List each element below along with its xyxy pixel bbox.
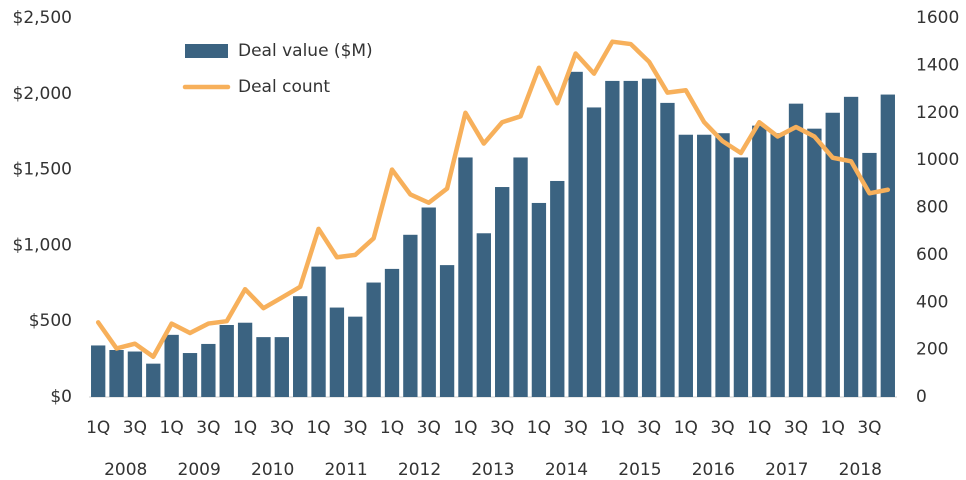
bar [715,133,730,397]
bar [201,343,216,397]
x-tick-label: 1Q [527,418,551,438]
y-tick-label: $2,500 [13,8,72,28]
y2-tick-label: 0 [916,387,927,407]
x-tick-label: 3Q [710,418,734,438]
x-tick-label: 1Q [233,418,257,438]
x-tick-label: 3Q [123,418,147,438]
year-label: 2010 [251,460,294,480]
bar [843,96,859,397]
year-label: 2008 [104,460,147,480]
bar [439,265,455,397]
bar [293,296,308,397]
bar [605,80,620,397]
year-label: 2016 [692,460,735,480]
year-label: 2015 [618,460,661,480]
line [95,39,891,359]
bar [531,202,547,397]
y2-tick-label: 1200 [916,103,959,123]
bar [146,363,161,397]
y2-tick-label: 800 [916,198,948,218]
legend-label: Deal value ($M) [238,41,373,61]
y2-tick-label: 400 [916,292,948,312]
x-tick-label: 1Q [747,418,771,438]
x-tick-label: 1Q [600,418,624,438]
bar [641,78,657,397]
year-label: 2017 [765,460,808,480]
bar [403,234,418,397]
year-label: 2018 [839,460,882,480]
year-label: 2011 [324,460,367,480]
x-tick-label: 3Q [784,418,808,438]
x-tick-label: 3Q [564,418,588,438]
legend-label: Deal count [238,77,330,97]
x-tick-label: 3Q [490,418,514,438]
bar [91,345,106,397]
bar [568,71,583,398]
y-tick-label: $0 [50,387,72,407]
y2-tick-label: 200 [916,340,948,360]
x-tick-label: 1Q [306,418,330,438]
bar [256,337,271,397]
bar [862,152,877,397]
bar [476,233,491,397]
x-tick-label: 3Q [417,418,441,438]
bar [109,350,124,397]
x-tick-label: 1Q [160,418,184,438]
y-tick-label: $1,000 [13,235,72,255]
y2-tick-label: 1000 [916,150,959,170]
bar [623,80,638,397]
bar [237,322,253,397]
x-tick-label: 1Q [453,418,477,438]
y-tick-label: $2,000 [13,84,72,104]
bar [348,316,363,397]
bar [219,324,234,397]
bar [788,103,804,398]
legend-swatch [185,44,228,58]
x-tick-label: 1Q [380,418,404,438]
x-tick-label: 3Q [637,418,661,438]
bar [182,353,198,397]
bar [329,307,345,397]
y2-tick-label: 600 [916,245,948,265]
year-label: 2014 [545,460,588,480]
bar [697,134,712,397]
bar [770,133,785,397]
y2-tick-label: 1600 [916,8,959,28]
y-tick-label: $1,500 [13,160,72,180]
bar [366,282,381,397]
bar [586,107,602,397]
bar [825,112,840,397]
bar [660,102,675,398]
bar [752,125,767,398]
bar [458,157,473,397]
year-label: 2009 [178,460,221,480]
bar [311,266,326,397]
bar [384,268,400,397]
bar [880,94,895,398]
x-tick-label: 1Q [821,418,845,438]
bar [421,207,436,397]
x-tick-label: 1Q [674,418,698,438]
bar [807,128,822,397]
x-tick-label: 3Q [857,418,881,438]
year-label: 2012 [398,460,441,480]
y-tick-label: $500 [29,311,72,331]
bar [733,157,749,397]
bar [495,187,510,397]
bar [550,180,565,397]
x-tick-label: 3Q [270,418,294,438]
year-label: 2013 [471,460,514,480]
y2-tick-label: 1400 [916,55,959,75]
x-tick-label: 3Q [196,418,220,438]
bar [274,337,289,397]
bar [164,334,179,397]
bar [513,157,528,397]
bar [127,351,143,397]
x-tick-label: 3Q [343,418,367,438]
bar [678,134,693,397]
x-tick-label: 1Q [86,418,110,438]
